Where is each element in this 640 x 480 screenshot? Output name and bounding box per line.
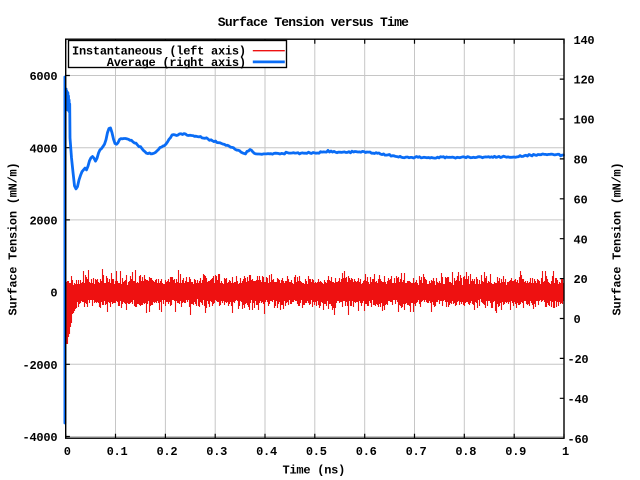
svg-text:0: 0: [50, 287, 57, 301]
svg-text:Surface Tension (mN/m): Surface Tension (mN/m): [611, 163, 625, 316]
svg-text:4000: 4000: [29, 142, 57, 156]
svg-text:-40: -40: [568, 393, 589, 407]
svg-text:0.3: 0.3: [206, 445, 227, 459]
svg-text:0.4: 0.4: [256, 445, 277, 459]
svg-text:120: 120: [574, 74, 595, 88]
svg-text:2000: 2000: [29, 215, 57, 229]
svg-text:-20: -20: [568, 353, 589, 367]
svg-text:-2000: -2000: [23, 359, 58, 373]
svg-text:6000: 6000: [29, 70, 57, 84]
svg-text:60: 60: [574, 193, 588, 207]
svg-text:0.1: 0.1: [107, 445, 128, 459]
svg-text:0.9: 0.9: [505, 445, 526, 459]
svg-text:Average (right axis): Average (right axis): [107, 56, 246, 70]
svg-text:0.7: 0.7: [406, 445, 427, 459]
svg-text:20: 20: [574, 273, 588, 287]
svg-text:0.2: 0.2: [156, 445, 177, 459]
svg-text:Instantaneous (left axis): Instantaneous (left axis): [72, 44, 246, 58]
svg-text:0: 0: [64, 445, 71, 459]
svg-text:1: 1: [562, 445, 569, 459]
svg-text:Surface Tension (mN/m): Surface Tension (mN/m): [7, 163, 21, 316]
svg-text:40: 40: [574, 233, 588, 247]
svg-text:0: 0: [574, 313, 581, 327]
svg-text:100: 100: [574, 114, 595, 128]
svg-text:-4000: -4000: [23, 431, 58, 445]
svg-text:0.8: 0.8: [455, 445, 476, 459]
svg-text:0.5: 0.5: [306, 445, 327, 459]
svg-text:0.6: 0.6: [356, 445, 377, 459]
svg-text:Time (ns): Time (ns): [283, 464, 346, 478]
svg-text:80: 80: [574, 154, 588, 168]
svg-text:Surface Tension versus Time: Surface Tension versus Time: [218, 15, 409, 30]
svg-text:140: 140: [574, 34, 595, 48]
svg-text:-60: -60: [568, 433, 589, 447]
